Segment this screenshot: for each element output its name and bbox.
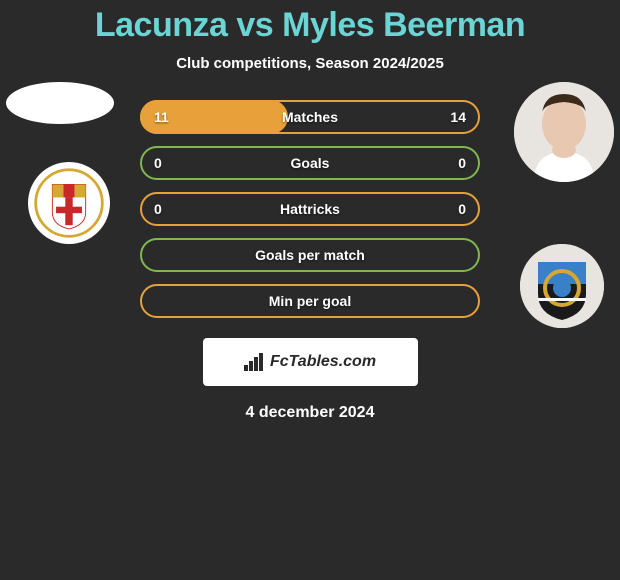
- stat-label: Hattricks: [280, 201, 340, 217]
- stat-row: 0 Goals 0: [140, 146, 480, 180]
- watermark: FcTables.com: [203, 338, 418, 386]
- stat-right-value: 0: [458, 155, 466, 171]
- player2-name: Myles Beerman: [282, 6, 525, 44]
- stat-row: 11 Matches 14: [140, 100, 480, 134]
- stat-right-value: 0: [458, 201, 466, 217]
- stat-label: Min per goal: [269, 293, 351, 309]
- player2-avatar: [514, 82, 614, 182]
- vs-text: vs: [236, 6, 273, 44]
- watermark-text: FcTables.com: [270, 353, 376, 371]
- stat-rows: 11 Matches 14 0 Goals 0 0 Hattricks 0 Goals per m…: [140, 100, 480, 318]
- chart-icon: [244, 353, 264, 371]
- stat-row: 0 Hattricks 0: [140, 192, 480, 226]
- stat-label: Goals: [291, 155, 330, 171]
- stat-left-value: 0: [154, 201, 162, 217]
- stat-row: Goals per match: [140, 238, 480, 272]
- stat-row: Min per goal: [140, 284, 480, 318]
- stat-label: Matches: [282, 109, 338, 125]
- club2-badge: [520, 244, 604, 328]
- stat-left-value: 0: [154, 155, 162, 171]
- club1-badge: [28, 162, 110, 244]
- comparison-title: Lacunza vs Myles Beerman: [0, 6, 620, 45]
- subtitle: Club competitions, Season 2024/2025: [0, 55, 620, 72]
- stat-left-value: 11: [154, 109, 169, 125]
- stat-right-value: 14: [450, 109, 466, 125]
- player1-avatar: [6, 82, 114, 124]
- player1-name: Lacunza: [95, 6, 228, 44]
- date: 4 december 2024: [0, 404, 620, 422]
- stats-area: 11 Matches 14 0 Goals 0 0 Hattricks 0 Goals per m…: [0, 100, 620, 422]
- stat-label: Goals per match: [255, 247, 365, 263]
